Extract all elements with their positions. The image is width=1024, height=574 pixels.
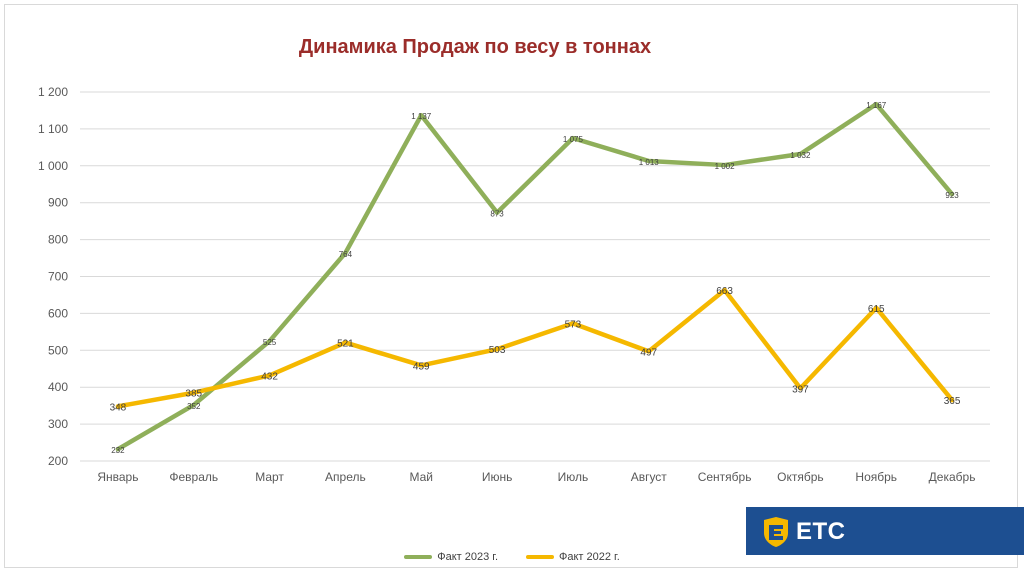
- etc-logo-text: ETC: [796, 518, 846, 545]
- x-tick-label: Март: [255, 470, 284, 484]
- data-label: 1 013: [639, 158, 660, 167]
- data-label: 1 167: [866, 101, 887, 110]
- data-label: 1 032: [790, 151, 811, 160]
- data-label: 232: [111, 446, 125, 455]
- x-tick-label: Январь: [97, 470, 138, 484]
- x-tick-label: Июнь: [482, 470, 513, 484]
- series-line-0: [115, 101, 955, 452]
- data-label: 573: [565, 319, 582, 330]
- x-tick-label: Октябрь: [777, 470, 824, 484]
- x-tick-label: Февраль: [169, 470, 218, 484]
- y-tick-label: 1 100: [38, 122, 68, 136]
- y-tick-label: 700: [48, 270, 68, 284]
- legend-swatch-2023: [404, 555, 433, 559]
- data-label: 348: [110, 402, 127, 413]
- legend-item-2022: Факт 2022 г.: [526, 551, 620, 563]
- data-label: 1 002: [715, 162, 736, 171]
- etc-logo: ETC: [746, 507, 1024, 555]
- y-tick-label: 200: [48, 454, 68, 468]
- x-tick-label: Декабрь: [929, 470, 976, 484]
- x-tick-label: Ноябрь: [855, 470, 897, 484]
- chart-title: Динамика Продаж по весу в тоннах: [298, 36, 652, 58]
- data-label: 385: [185, 389, 202, 400]
- data-label: 365: [944, 396, 961, 407]
- data-label: 923: [945, 191, 959, 200]
- data-label: 521: [337, 339, 354, 350]
- y-tick-label: 1 000: [38, 159, 68, 173]
- legend-item-2023: Факт 2023 г.: [404, 551, 498, 563]
- chart-frame: [4, 4, 1018, 568]
- legend-swatch-2022: [526, 555, 554, 559]
- data-label: 764: [339, 250, 353, 259]
- data-label: 503: [489, 345, 506, 356]
- data-label: 1 075: [563, 135, 584, 144]
- x-tick-label: Апрель: [325, 470, 366, 484]
- data-label: 525: [263, 338, 277, 347]
- x-tick-label: Август: [631, 470, 668, 484]
- y-tick-label: 900: [48, 196, 68, 210]
- legend-label-2022: Факт 2022 г.: [559, 551, 620, 563]
- data-label: 352: [187, 402, 201, 411]
- chart-legend: Факт 2023 г. Факт 2022 г.: [0, 547, 1024, 567]
- data-label: 873: [490, 210, 504, 219]
- x-tick-label: Сентябрь: [698, 470, 752, 484]
- y-tick-label: 400: [48, 380, 68, 394]
- y-tick-label: 600: [48, 306, 68, 320]
- data-label: 397: [792, 384, 809, 395]
- y-tick-label: 1 200: [38, 85, 68, 99]
- data-label: 615: [868, 304, 885, 315]
- data-label: 432: [261, 371, 278, 382]
- data-label: 497: [640, 347, 657, 358]
- etc-shield-icon: [764, 517, 788, 547]
- legend-label-2023: Факт 2023 г.: [437, 551, 498, 563]
- x-tick-label: Май: [409, 470, 433, 484]
- x-tick-label: Июль: [558, 470, 589, 484]
- data-label: 459: [413, 361, 430, 372]
- y-tick-label: 300: [48, 417, 68, 431]
- y-tick-label: 500: [48, 343, 68, 357]
- y-tick-label: 800: [48, 233, 68, 247]
- series-line-1: [115, 287, 955, 409]
- data-label: 1 137: [411, 112, 432, 121]
- data-label: 663: [716, 286, 733, 297]
